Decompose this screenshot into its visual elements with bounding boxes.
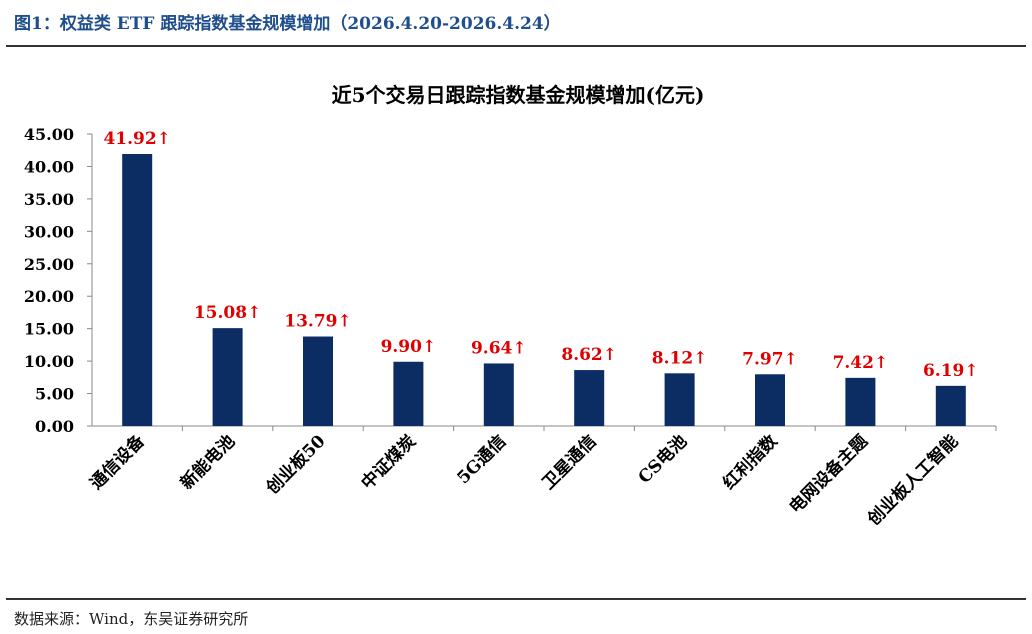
y-tick-label: 40.00 (24, 157, 74, 176)
bar (483, 363, 514, 426)
y-tick-label: 15.00 (24, 320, 74, 339)
y-tick-label: 0.00 (35, 417, 74, 436)
data-label: 15.08↑ (194, 303, 261, 323)
x-tick-label: 通信设备 (86, 430, 150, 494)
y-tick-label: 45.00 (24, 125, 74, 144)
data-label: 41.92↑ (103, 129, 170, 149)
data-label: 7.42↑ (833, 353, 889, 373)
bar-chart: 近5个交易日跟踪指数基金规模增加(亿元) 0.00 5.00 10.00 15.00 2… (24, 83, 997, 531)
bar (845, 377, 876, 426)
data-label: 8.62↑ (561, 345, 617, 365)
bottom-rule (6, 598, 1026, 600)
chart-title: 近5个交易日跟踪指数基金规模增加(亿元) (332, 83, 705, 107)
bar (303, 336, 333, 426)
x-tick-label: 红利指数 (719, 430, 783, 494)
x-tick-label: 中证煤炭 (357, 431, 420, 494)
plot-area: 0.00 5.00 10.00 15.00 20.00 25.00 30.00 35.00 40… (24, 125, 997, 531)
y-tick-label: 35.00 (24, 190, 74, 209)
bar (574, 370, 605, 426)
x-tick-label: 卫星通信 (538, 431, 601, 494)
figure-header: 图1：权益类 ETF 跟踪指数基金规模增加（2026.4.20-2026.4.2… (0, 0, 1032, 46)
data-label: 6.19↑ (923, 361, 979, 381)
bar (755, 374, 785, 426)
bar (393, 361, 424, 426)
data-label: 8.12↑ (652, 348, 708, 368)
top-rule (6, 45, 1026, 47)
x-tick-label: 电网设备主题 (785, 430, 873, 518)
y-tick-label: 20.00 (24, 287, 74, 306)
source-note: 数据来源：Wind，东吴证券研究所 (14, 610, 249, 628)
y-tick-label: 5.00 (35, 385, 74, 404)
bar (664, 373, 695, 426)
data-label: 7.97↑ (742, 349, 798, 369)
y-tick-label: 30.00 (24, 222, 74, 241)
data-label: 9.64↑ (471, 338, 527, 358)
figure-caption: 图1：权益类 ETF 跟踪指数基金规模增加（2026.4.20-2026.4.2… (14, 14, 561, 34)
y-tick-label: 10.00 (24, 352, 74, 371)
data-label: 9.90↑ (381, 337, 437, 357)
x-tick-label: CS电池 (634, 431, 691, 488)
x-tick-label: 新能电池 (176, 431, 239, 494)
y-tick-label: 25.00 (24, 255, 74, 274)
x-tick-label: 创业板人工智能 (863, 431, 963, 531)
data-label: 13.79↑ (284, 312, 351, 332)
bar (212, 328, 243, 426)
x-tick-label: 5G通信 (453, 431, 511, 489)
bar (935, 385, 966, 426)
bar (122, 153, 153, 426)
x-tick-label: 创业板50 (261, 431, 329, 499)
